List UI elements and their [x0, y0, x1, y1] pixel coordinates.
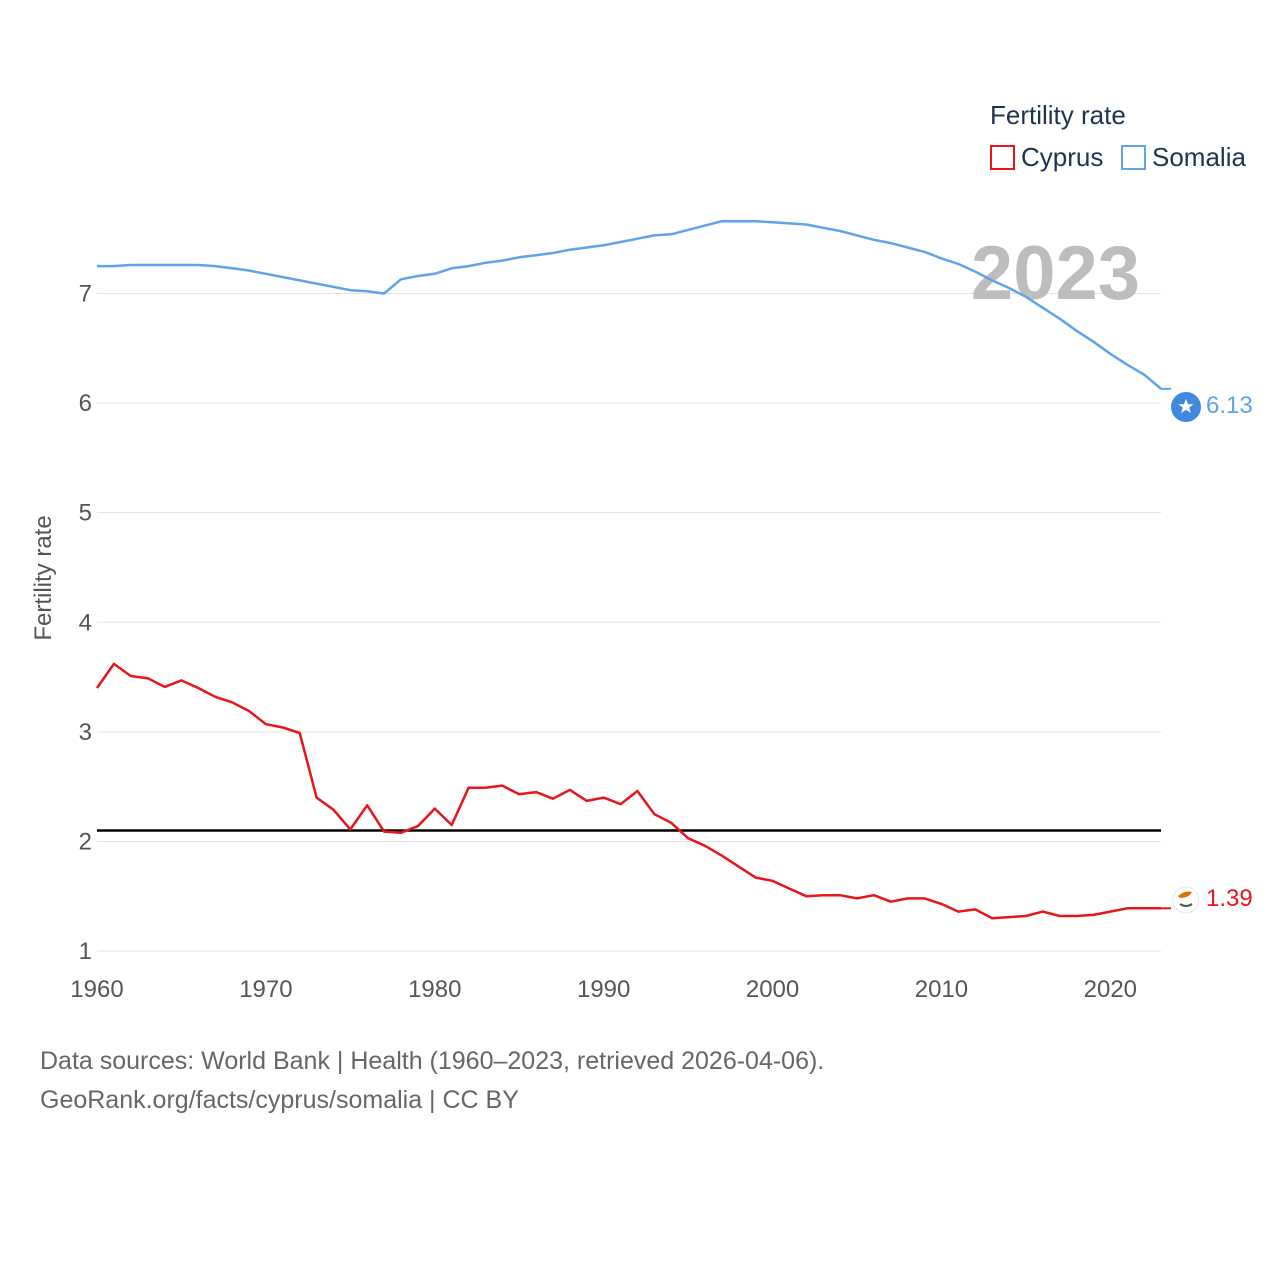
y-tick-label: 1 — [79, 938, 92, 965]
legend-title: Fertility rate — [990, 100, 1126, 130]
x-tick-label: 2020 — [1084, 976, 1137, 1003]
year-watermark: 2023 — [971, 231, 1140, 316]
y-tick-label: 7 — [79, 281, 92, 308]
fertility-rate-chart: 1 2 3 4 5 6 7 1960 1970 1980 1990 2000 2010 2020 202… — [30, 100, 1253, 1003]
legend-swatch-cyprus — [990, 145, 1015, 170]
footer: Data sources: World Bank | Health (1960–… — [40, 1042, 824, 1120]
y-tick-label: 6 — [79, 390, 92, 417]
cyprus-end-marker[interactable]: 1.39 — [1172, 885, 1253, 914]
y-tick-label: 2 — [79, 828, 92, 855]
x-tick-label: 1960 — [70, 976, 123, 1003]
legend-label-cyprus: Cyprus — [1021, 142, 1103, 172]
attribution-text: GeoRank.org/facts/cyprus/somalia | CC BY — [40, 1086, 519, 1114]
grid-lines — [97, 293, 1161, 952]
y-tick-label: 4 — [79, 609, 92, 636]
x-tick-label: 1970 — [239, 976, 292, 1003]
series-line-somalia[interactable] — [97, 219, 1162, 390]
somalia-end-marker[interactable]: 6.13 — [1171, 392, 1253, 422]
y-axis-ticks: 1 2 3 4 5 6 7 — [79, 281, 92, 966]
x-axis-ticks: 1960 1970 1980 1990 2000 2010 2020 — [70, 976, 1137, 1003]
x-tick-label: 2000 — [746, 976, 799, 1003]
somalia-star-icon — [1178, 399, 1194, 413]
legend-item-somalia[interactable]: Somalia — [1121, 142, 1246, 172]
legend[interactable]: Fertility rate Cyprus Somalia — [990, 100, 1246, 172]
y-tick-label: 3 — [79, 719, 92, 746]
somalia-end-value: 6.13 — [1206, 392, 1253, 419]
x-tick-label: 1990 — [577, 976, 630, 1003]
x-tick-label: 2010 — [915, 976, 968, 1003]
cyprus-map-shape-icon — [1178, 891, 1192, 898]
y-axis-title: Fertility rate — [30, 515, 57, 640]
cyprus-end-value: 1.39 — [1206, 885, 1253, 912]
legend-item-cyprus[interactable]: Cyprus — [990, 142, 1103, 172]
series-lines — [95, 219, 1171, 920]
series-line-cyprus[interactable] — [95, 662, 1161, 920]
legend-swatch-somalia — [1121, 145, 1146, 170]
legend-label-somalia: Somalia — [1152, 142, 1246, 172]
y-tick-label: 5 — [79, 500, 92, 527]
olive-branch-icon — [1179, 903, 1193, 907]
x-tick-label: 1980 — [408, 976, 461, 1003]
data-sources-text: Data sources: World Bank | Health (1960–… — [40, 1047, 825, 1075]
cyprus-flag-icon — [1172, 886, 1200, 914]
